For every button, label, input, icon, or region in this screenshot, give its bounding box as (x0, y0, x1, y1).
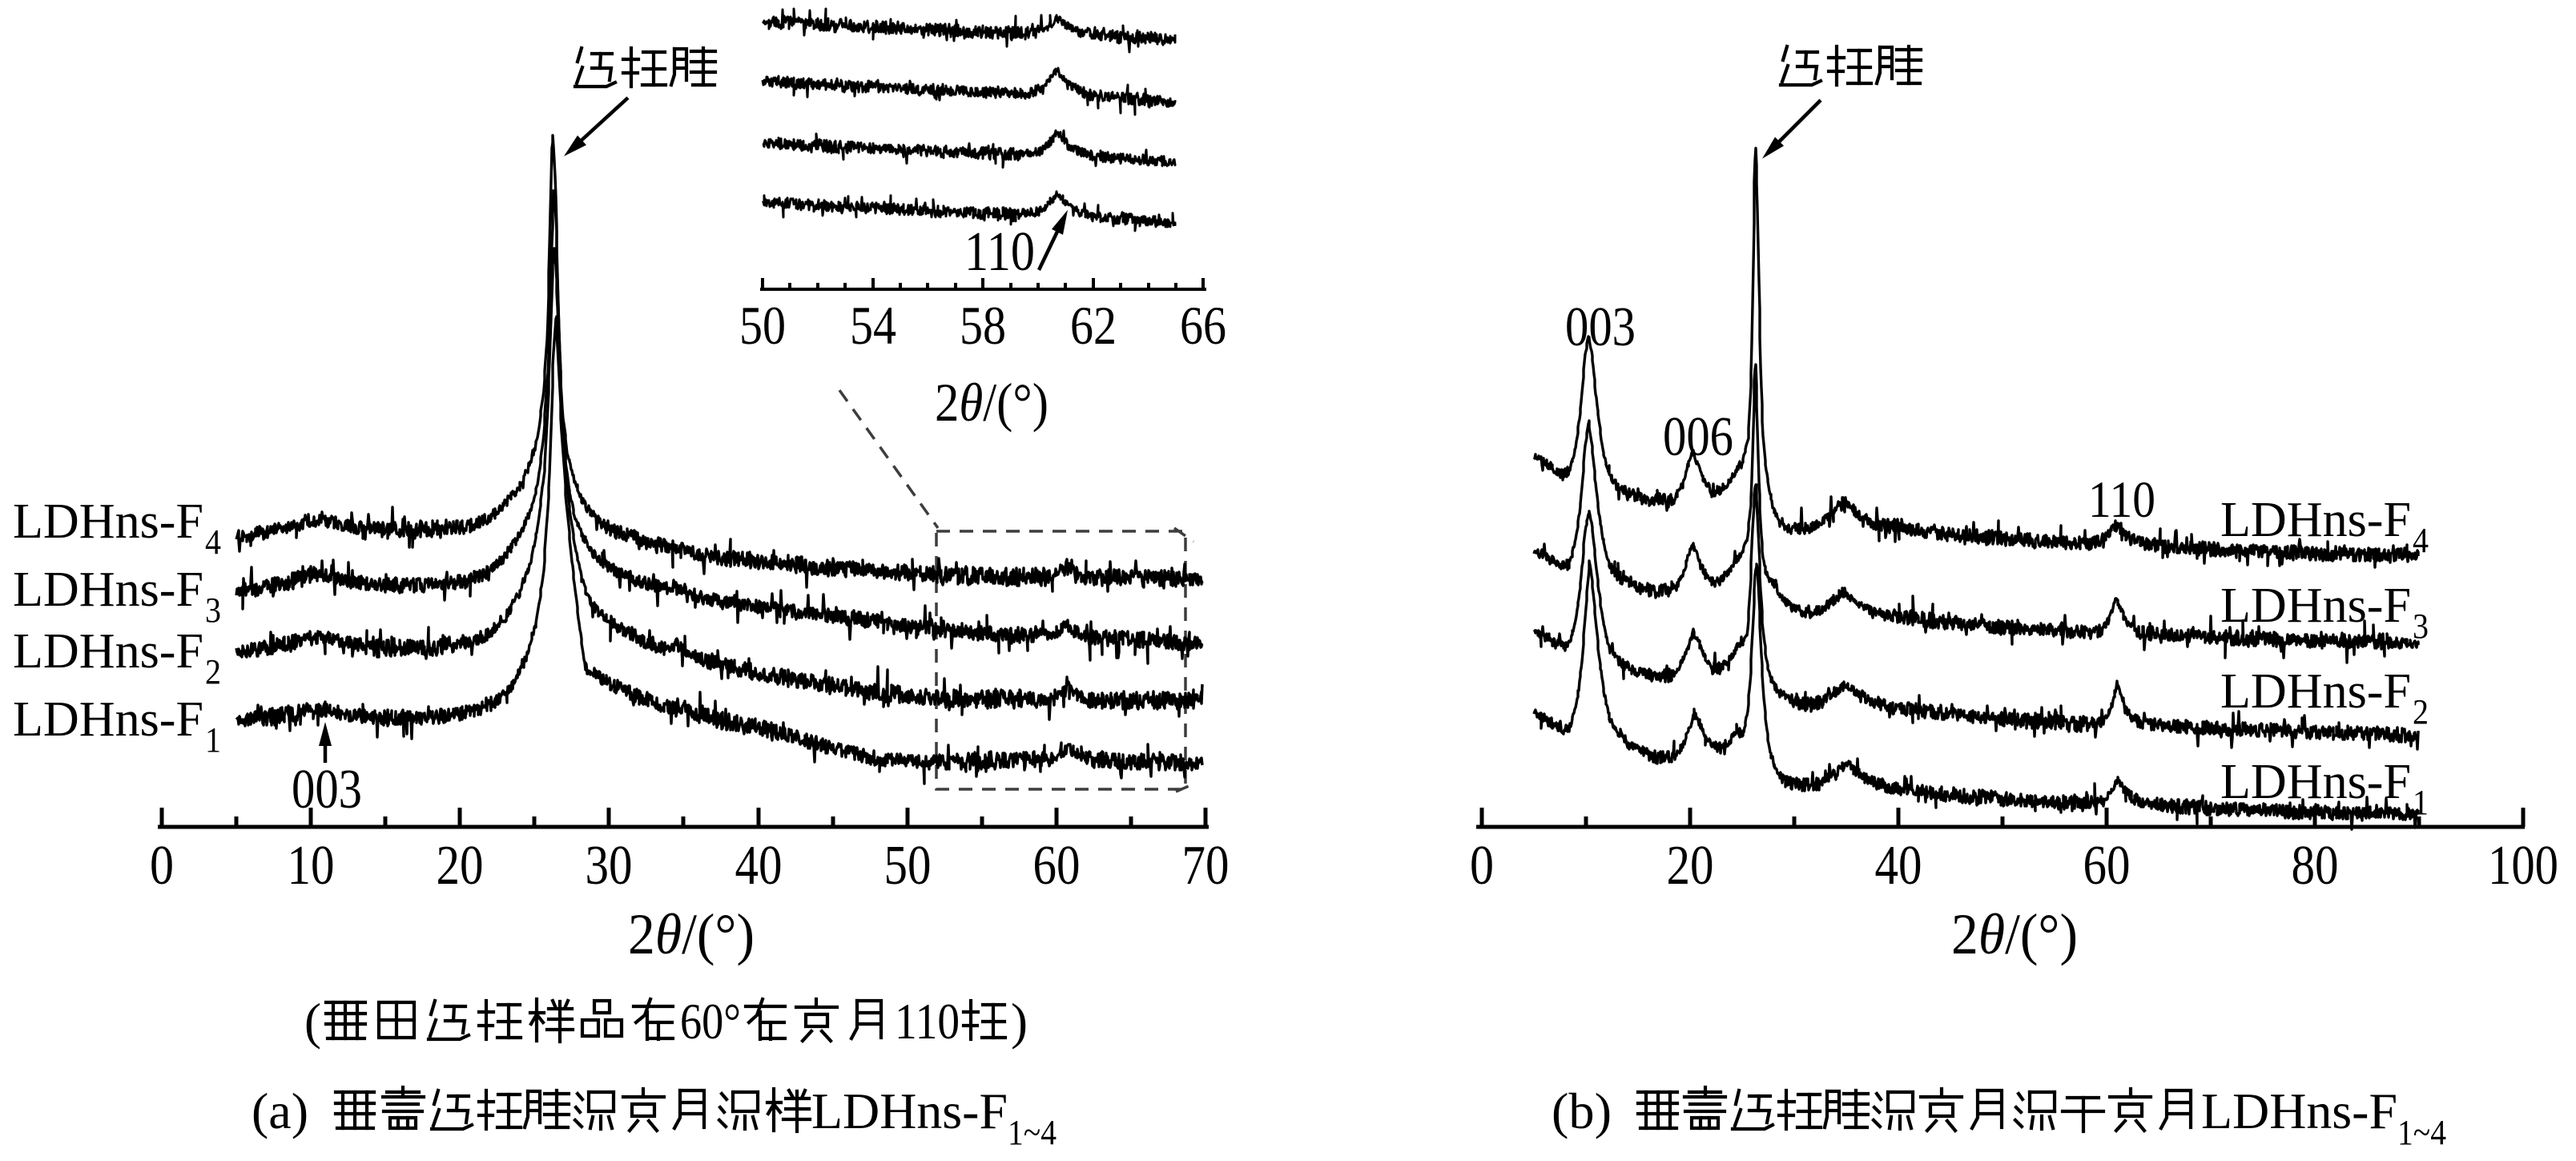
svg-text:60: 60 (2083, 835, 2131, 897)
svg-text:1~4: 1~4 (2397, 1113, 2446, 1152)
svg-text:110: 110 (895, 993, 960, 1050)
svg-text:40: 40 (1875, 835, 1922, 897)
svg-text:003: 003 (1565, 296, 1636, 358)
svg-text:006: 006 (1663, 406, 1733, 468)
svg-text:2: 2 (205, 652, 221, 691)
svg-text:1~4: 1~4 (1008, 1113, 1057, 1152)
svg-text:54: 54 (850, 295, 896, 356)
svg-text:003: 003 (292, 759, 362, 820)
svg-text:0: 0 (1470, 835, 1494, 897)
svg-text:LDHns-F: LDHns-F (2201, 1082, 2397, 1139)
svg-text:LDHns-F: LDHns-F (13, 692, 203, 747)
svg-text:60°: 60° (680, 993, 741, 1050)
svg-text:20: 20 (1667, 835, 1714, 897)
svg-text:100: 100 (2488, 835, 2558, 897)
svg-text:110: 110 (964, 221, 1035, 283)
svg-text:LDHns-F: LDHns-F (13, 562, 203, 617)
svg-text:(a): (a) (252, 1082, 308, 1139)
svg-text:LDHns-F: LDHns-F (13, 624, 203, 679)
svg-text:10: 10 (288, 835, 335, 897)
svg-text:2θ/(°): 2θ/(°) (1951, 902, 2078, 966)
svg-text:2: 2 (2413, 692, 2429, 732)
svg-text:LDHns-F: LDHns-F (2220, 578, 2411, 633)
svg-text:60: 60 (1033, 835, 1081, 897)
svg-text:62: 62 (1070, 295, 1117, 356)
svg-text:20: 20 (437, 835, 484, 897)
svg-text:(: ( (304, 993, 321, 1050)
svg-text:110: 110 (2088, 471, 2155, 529)
svg-text:58: 58 (960, 295, 1006, 356)
svg-text:LDHns-F: LDHns-F (2220, 755, 2411, 809)
svg-text:4: 4 (205, 522, 221, 562)
svg-text:(b): (b) (1552, 1082, 1612, 1139)
svg-text:3: 3 (2413, 607, 2429, 646)
svg-text:1: 1 (205, 720, 221, 760)
svg-text:3: 3 (205, 591, 221, 630)
svg-text:40: 40 (735, 835, 783, 897)
svg-text:30: 30 (586, 835, 633, 897)
svg-text:50: 50 (739, 295, 786, 356)
svg-text:LDHns-F: LDHns-F (2220, 493, 2411, 547)
svg-text:LDHns-F: LDHns-F (13, 494, 203, 549)
svg-text:66: 66 (1180, 295, 1226, 356)
svg-text:0: 0 (150, 835, 174, 897)
svg-text:2θ/(°): 2θ/(°) (935, 372, 1049, 433)
svg-text:2θ/(°): 2θ/(°) (628, 902, 755, 966)
svg-text:LDHns-F: LDHns-F (811, 1082, 1008, 1139)
svg-text:LDHns-F: LDHns-F (2220, 664, 2411, 719)
svg-text:): ) (1011, 993, 1028, 1050)
svg-text:50: 50 (884, 835, 932, 897)
svg-text:70: 70 (1182, 835, 1230, 897)
svg-text:80: 80 (2292, 835, 2339, 897)
